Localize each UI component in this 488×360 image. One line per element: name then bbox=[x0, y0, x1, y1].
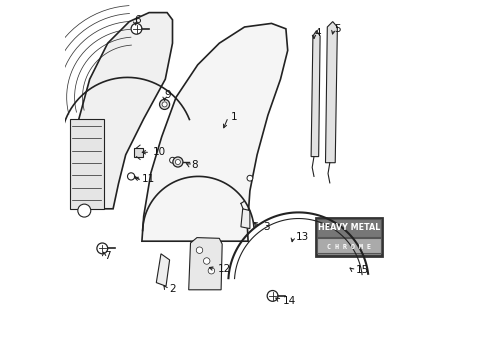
Circle shape bbox=[172, 157, 183, 167]
Text: 6: 6 bbox=[134, 15, 141, 25]
Text: 12: 12 bbox=[218, 264, 231, 274]
Circle shape bbox=[131, 23, 142, 34]
Bar bbox=[134, 148, 142, 157]
Circle shape bbox=[159, 99, 169, 109]
Text: 4: 4 bbox=[313, 28, 320, 38]
Circle shape bbox=[162, 102, 167, 107]
Circle shape bbox=[127, 173, 134, 180]
FancyBboxPatch shape bbox=[315, 218, 382, 256]
Text: HEAVY METAL: HEAVY METAL bbox=[317, 223, 380, 232]
Bar bbox=[317, 219, 380, 238]
PathPatch shape bbox=[325, 22, 337, 163]
Text: 11: 11 bbox=[142, 174, 155, 184]
Text: 10: 10 bbox=[153, 147, 166, 157]
Circle shape bbox=[169, 157, 175, 163]
Text: 7: 7 bbox=[104, 251, 110, 261]
PathPatch shape bbox=[72, 13, 172, 209]
PathPatch shape bbox=[241, 209, 249, 229]
Circle shape bbox=[97, 243, 107, 254]
Text: 2: 2 bbox=[168, 284, 175, 294]
Text: 9: 9 bbox=[164, 90, 171, 100]
Circle shape bbox=[246, 175, 252, 181]
Text: 5: 5 bbox=[333, 24, 340, 34]
Text: 3: 3 bbox=[263, 222, 270, 232]
PathPatch shape bbox=[310, 31, 320, 157]
PathPatch shape bbox=[156, 254, 169, 286]
Text: 14: 14 bbox=[282, 296, 295, 306]
Text: 8: 8 bbox=[191, 160, 198, 170]
Circle shape bbox=[266, 291, 277, 301]
Circle shape bbox=[78, 204, 91, 217]
Text: 1: 1 bbox=[231, 112, 237, 122]
PathPatch shape bbox=[188, 238, 222, 290]
Circle shape bbox=[196, 247, 203, 253]
Circle shape bbox=[208, 267, 214, 274]
Text: 15: 15 bbox=[355, 265, 368, 275]
Bar bbox=[317, 238, 380, 253]
Text: C H R O M E: C H R O M E bbox=[326, 244, 370, 250]
Bar bbox=[70, 119, 104, 209]
Text: 13: 13 bbox=[295, 232, 308, 242]
PathPatch shape bbox=[142, 23, 287, 241]
Circle shape bbox=[203, 258, 209, 264]
Circle shape bbox=[175, 159, 180, 165]
